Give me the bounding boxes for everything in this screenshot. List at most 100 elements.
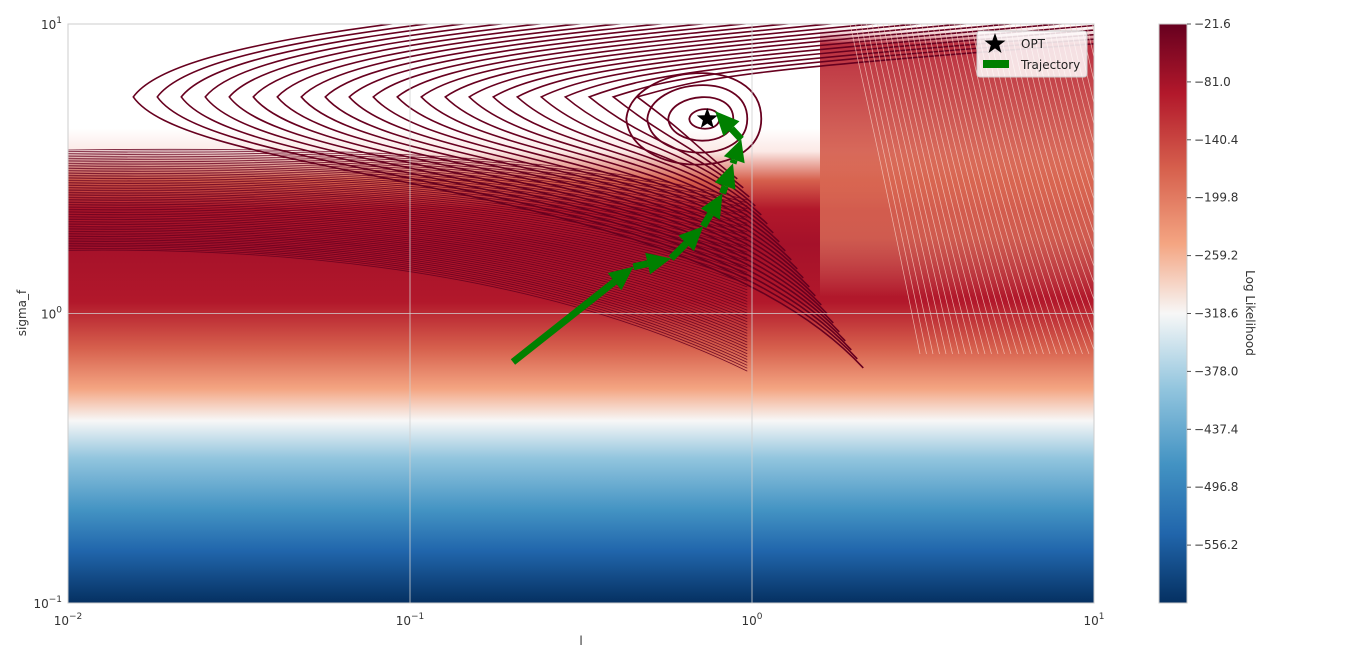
x-tick-label-1: 10−1 <box>396 612 425 628</box>
contour-open-9 <box>420 24 882 261</box>
contour-open-11 <box>372 24 804 279</box>
contour-right-9 <box>899 24 979 355</box>
colorbar-tick-label-3: −199.8 <box>1194 191 1238 205</box>
trajectory-segment-2 <box>668 240 689 261</box>
contour-right-15 <box>932 24 1018 355</box>
y-tick-label-2: 101 <box>41 16 62 32</box>
optimum-marker <box>696 107 718 128</box>
contour-dense-46 <box>68 227 748 334</box>
contour-right-20 <box>959 24 1051 355</box>
x-tick-label-2: 100 <box>741 612 762 628</box>
contour-open-12 <box>348 24 810 288</box>
contour-dense-47 <box>68 229 748 337</box>
trajectory-segment-0 <box>510 278 617 365</box>
contour-right-12 <box>915 24 999 355</box>
contour-dense-34 <box>68 207 748 299</box>
contour-dense-56 <box>68 244 748 363</box>
contour-right-17 <box>943 24 1031 355</box>
contour-dense-43 <box>68 222 748 326</box>
colorbar-tick-label-0: −21.6 <box>1194 17 1231 31</box>
y-axis-label: sigma_f <box>15 289 29 336</box>
contour-dense-13 <box>68 171 748 239</box>
contour-open-0 <box>635 42 1094 180</box>
contour-dense-50 <box>68 234 748 346</box>
contour-dense-40 <box>68 217 748 317</box>
colorbar-ticks: −21.6 −81.0 −140.4 −199.8 −259.2 −318.6 −378.0… <box>1187 17 1238 552</box>
contour-dense-58 <box>68 247 748 369</box>
trajectory-arrowhead-0 <box>607 266 634 291</box>
contour-dense-5 <box>68 157 748 215</box>
colorbar-tick-label-2: −140.4 <box>1194 133 1238 147</box>
x-axis-ticks: 10−2 10−1 100 101 <box>54 612 1105 628</box>
contour-dense-52 <box>68 237 748 352</box>
contour-right-11 <box>910 24 992 355</box>
legend-star-icon <box>984 33 1006 53</box>
contour-loop-2 <box>646 84 749 154</box>
contour-dense-21 <box>68 184 748 262</box>
contour-dense-1 <box>68 150 748 204</box>
x-tick-label-0: 10−2 <box>54 612 83 628</box>
contour-dense-57 <box>68 246 748 366</box>
contour-dense-19 <box>68 181 748 256</box>
y-tick-label-1: 100 <box>41 306 62 322</box>
plot-frame <box>67 23 1095 604</box>
contour-loop-1 <box>667 96 735 142</box>
contour-dense-20 <box>68 183 748 259</box>
contour-right-18 <box>948 24 1038 355</box>
colorbar-tick-label-9: −556.2 <box>1194 538 1238 552</box>
contour-dense-23 <box>68 188 748 268</box>
contour-open-3 <box>563 29 1094 207</box>
trajectory-segment-5 <box>729 158 738 165</box>
y-tick-label-0: 10−1 <box>33 595 62 611</box>
trajectory-arrowhead-3 <box>700 193 723 220</box>
contour-dense-48 <box>68 230 748 340</box>
contour-right-13 <box>921 24 1005 355</box>
legend: OPT Trajectory <box>976 30 1088 78</box>
legend-trajectory-icon <box>983 60 1009 68</box>
contour-open-4 <box>539 24 1094 216</box>
colorbar-tick-label-6: −378.0 <box>1194 364 1238 378</box>
y-axis-ticks: 10−1 100 101 <box>33 16 62 611</box>
contour-dense-18 <box>68 179 748 253</box>
contour-dense-35 <box>68 208 748 302</box>
contour-right-21 <box>965 24 1057 355</box>
x-axis-label: l <box>579 634 582 648</box>
colorbar-gradient <box>1158 23 1188 604</box>
trajectory-series <box>510 111 745 365</box>
contour-dense-39 <box>68 215 748 314</box>
contour-right-10 <box>904 24 986 355</box>
contour-dense-3 <box>68 154 748 210</box>
contour-right-6 <box>882 24 960 355</box>
contour-dense-38 <box>68 213 748 311</box>
contour-dense-7 <box>68 160 748 221</box>
contour-dense-14 <box>68 172 748 241</box>
contour-dense-2 <box>68 152 748 207</box>
optimum-star <box>696 107 718 128</box>
contour-dense-12 <box>68 169 748 236</box>
contour-right-19 <box>954 24 1044 355</box>
trajectory-arrowhead-1 <box>645 252 672 275</box>
legend-label-opt: OPT <box>1021 37 1046 51</box>
contour-right-14 <box>926 24 1012 355</box>
contour-open-18 <box>204 24 846 342</box>
colorbar-tick-label-4: −259.2 <box>1194 249 1238 263</box>
contour-open-10 <box>396 24 838 270</box>
contour-right-1 <box>855 24 927 355</box>
colorbar-tick-label-5: −318.6 <box>1194 307 1238 321</box>
contour-dense-4 <box>68 155 748 212</box>
contour-dense-45 <box>68 225 748 331</box>
contour-dense-53 <box>68 239 748 355</box>
trajectory-segment-4 <box>719 184 729 195</box>
contour-dense-15 <box>68 174 748 244</box>
colorbar-tick-label-1: −81.0 <box>1194 75 1231 89</box>
trajectory-arrowhead-4 <box>714 163 736 190</box>
contour-right-0 <box>849 24 921 355</box>
x-tick-label-3: 101 <box>1083 612 1104 628</box>
contour-open-6 <box>491 24 1019 234</box>
contour-dense-10 <box>68 166 748 230</box>
trajectory-arrowhead-5 <box>723 139 745 164</box>
contour-right-42 <box>1080 24 1094 83</box>
contour-dense-30 <box>68 200 748 288</box>
contour-right-16 <box>937 24 1025 355</box>
